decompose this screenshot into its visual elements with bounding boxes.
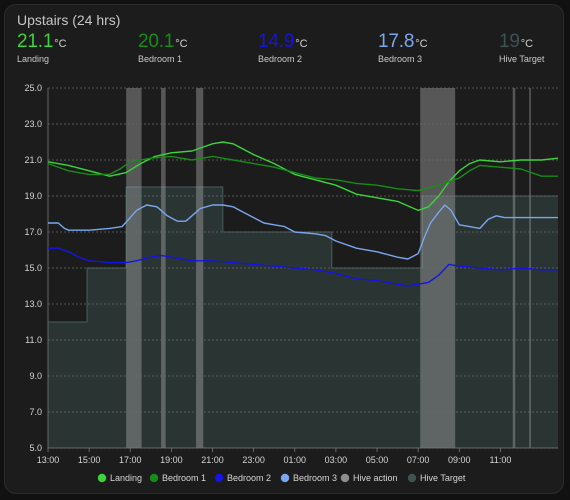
legend-label: Bedroom 1 bbox=[162, 473, 206, 483]
series-line-bedroom-3 bbox=[48, 204, 558, 260]
hive-action-band-1 bbox=[161, 88, 166, 448]
stat-bedroom-1-unit: °C bbox=[175, 38, 188, 50]
stat-landing-value: 21.1 bbox=[17, 31, 54, 52]
stat-bedroom-3-value: 17.8 bbox=[378, 31, 415, 52]
x-tick-label: 11:00 bbox=[489, 455, 511, 465]
y-tick-label: 11.0 bbox=[25, 335, 42, 345]
series-line-bedroom-1 bbox=[47, 155, 558, 192]
stat-landing[interactable]: 21.1°C Landing bbox=[17, 31, 67, 64]
x-tick-label: 03:00 bbox=[325, 455, 348, 465]
hive-target-area bbox=[48, 187, 558, 448]
x-tick-label: 19:00 bbox=[160, 455, 183, 465]
legend-label: Bedroom 3 bbox=[293, 473, 337, 483]
x-tick-label: 07:00 bbox=[407, 455, 430, 465]
x-tick-label: 13:00 bbox=[37, 455, 60, 465]
x-tick-label: 01:00 bbox=[284, 455, 307, 465]
legend-item-hive-action[interactable]: Hive action bbox=[340, 473, 398, 483]
stat-bedroom-1-value: 20.1 bbox=[138, 31, 175, 52]
y-tick-label: 9.0 bbox=[29, 371, 42, 381]
y-tick-label: 25.0 bbox=[24, 83, 42, 93]
legend-item-bedroom-2[interactable]: Bedroom 2 bbox=[214, 473, 271, 483]
x-tick-label: 21:00 bbox=[201, 455, 224, 465]
stat-landing-label: Landing bbox=[17, 54, 50, 64]
legend-swatch bbox=[340, 473, 350, 483]
y-tick-label: 7.0 bbox=[29, 407, 42, 417]
legend-label: Hive action bbox=[353, 473, 398, 483]
legend-swatch bbox=[214, 473, 224, 483]
legend-label: Bedroom 2 bbox=[227, 473, 271, 483]
hive-action-band-5 bbox=[529, 88, 531, 448]
stat-hive-target-unit: °C bbox=[520, 38, 534, 50]
x-tick-label: 09:00 bbox=[448, 455, 471, 465]
y-tick-label: 23.0 bbox=[24, 119, 42, 129]
legend-swatch bbox=[280, 473, 290, 483]
legend-item-bedroom-3[interactable]: Bedroom 3 bbox=[280, 473, 337, 483]
stat-bedroom-3-label: Bedroom 3 bbox=[378, 54, 423, 64]
legend-item-hive-target[interactable]: Hive Target bbox=[407, 473, 466, 483]
stat-bedroom-2-label: Bedroom 2 bbox=[258, 54, 303, 64]
y-tick-label: 15.0 bbox=[24, 263, 42, 273]
stat-landing-unit: °C bbox=[54, 38, 67, 50]
legend-swatch bbox=[149, 473, 159, 483]
y-tick-label: 19.0 bbox=[24, 191, 42, 201]
stat-bedroom-3[interactable]: 17.8°C Bedroom 3 bbox=[378, 31, 428, 64]
stat-bedroom-2-unit: °C bbox=[295, 38, 308, 50]
legend-swatch bbox=[407, 473, 417, 483]
card-title: Upstairs (24 hrs) bbox=[17, 12, 121, 28]
x-tick-label: 23:00 bbox=[242, 455, 265, 465]
stat-bedroom-2-value: 14.9 bbox=[258, 31, 295, 52]
stat-bedroom-2[interactable]: 14.9°C Bedroom 2 bbox=[258, 31, 308, 64]
legend-item-landing[interactable]: Landing bbox=[97, 473, 142, 483]
y-tick-label: 13.0 bbox=[24, 299, 42, 309]
y-tick-label: 5.0 bbox=[29, 443, 42, 453]
series-line-bedroom-2 bbox=[48, 247, 558, 287]
y-tick-label: 17.0 bbox=[24, 227, 42, 237]
x-tick-label: 17:00 bbox=[119, 455, 142, 465]
legend-item-bedroom-1[interactable]: Bedroom 1 bbox=[149, 473, 206, 483]
series-line-landing bbox=[47, 141, 559, 212]
hive-action-band-2 bbox=[196, 88, 204, 448]
y-tick-label: 21.0 bbox=[24, 155, 42, 165]
x-tick-label: 05:00 bbox=[366, 455, 389, 465]
stat-bedroom-1-label: Bedroom 1 bbox=[138, 54, 183, 64]
x-tick-label: 15:00 bbox=[78, 455, 101, 465]
stat-hive-target[interactable]: 19°C Hive Target bbox=[499, 31, 544, 64]
stat-bedroom-3-unit: °C bbox=[415, 38, 428, 50]
legend-label: Landing bbox=[110, 473, 142, 483]
legend-label: Hive Target bbox=[420, 473, 466, 483]
stat-bedroom-1[interactable]: 20.1°C Bedroom 1 bbox=[138, 31, 188, 64]
stat-hive-target-label: Hive Target bbox=[499, 54, 545, 64]
legend-swatch bbox=[97, 473, 107, 483]
stat-hive-target-value: 19 bbox=[499, 31, 520, 52]
